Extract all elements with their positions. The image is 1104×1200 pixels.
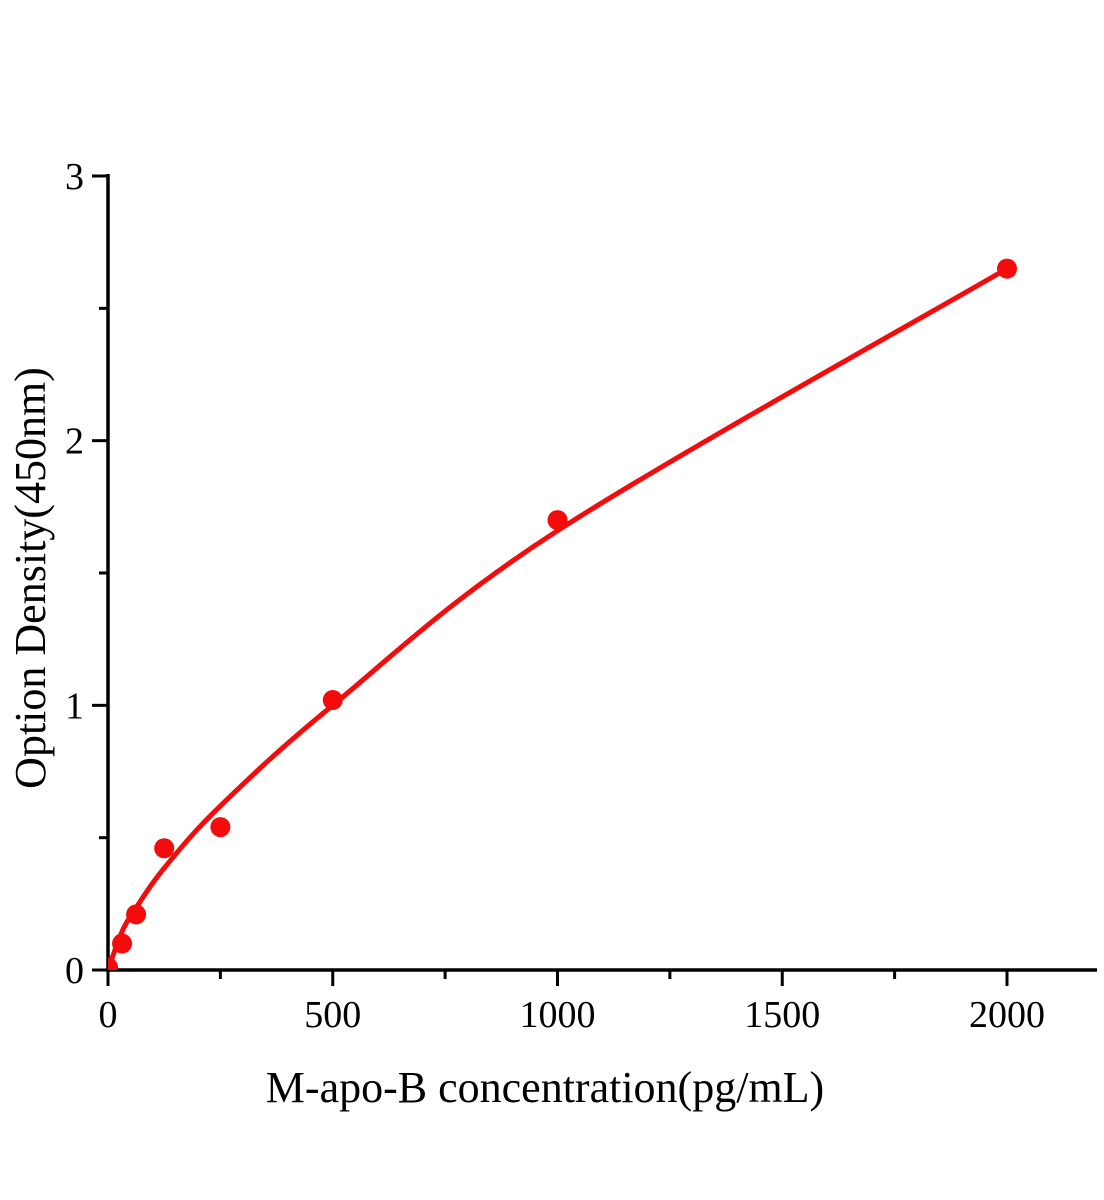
- y-tick-label: 0: [65, 950, 84, 992]
- data-point: [154, 838, 175, 859]
- data-point: [210, 817, 231, 838]
- data-point: [126, 904, 147, 925]
- data-point: [997, 258, 1017, 279]
- y-tick-label: 1: [65, 685, 84, 727]
- x-axis-title: M-apo-B concentration(pg/mL): [266, 1063, 824, 1112]
- x-tick-label: 2000: [969, 994, 1045, 1036]
- data-point: [322, 690, 343, 711]
- tick-labels-layer: 0 500 1000 1500 2000 0 1 2 3: [65, 156, 1045, 1036]
- x-tick-label: 0: [99, 994, 118, 1036]
- x-tick-label: 1500: [744, 994, 820, 1036]
- data-point: [108, 957, 118, 970]
- x-tick-label: 500: [304, 994, 361, 1036]
- ticks-layer: [92, 174, 1009, 986]
- data-point: [547, 510, 568, 531]
- y-tick-label: 3: [65, 156, 84, 198]
- data-point: [112, 933, 133, 954]
- axes-layer: [106, 174, 1097, 972]
- series-layer: [108, 258, 1017, 970]
- fitted-curve: [108, 266, 1009, 970]
- y-axis-title: Option Density(450nm): [6, 367, 55, 789]
- y-tick-label: 2: [65, 421, 84, 463]
- x-tick-label: 1000: [520, 994, 596, 1036]
